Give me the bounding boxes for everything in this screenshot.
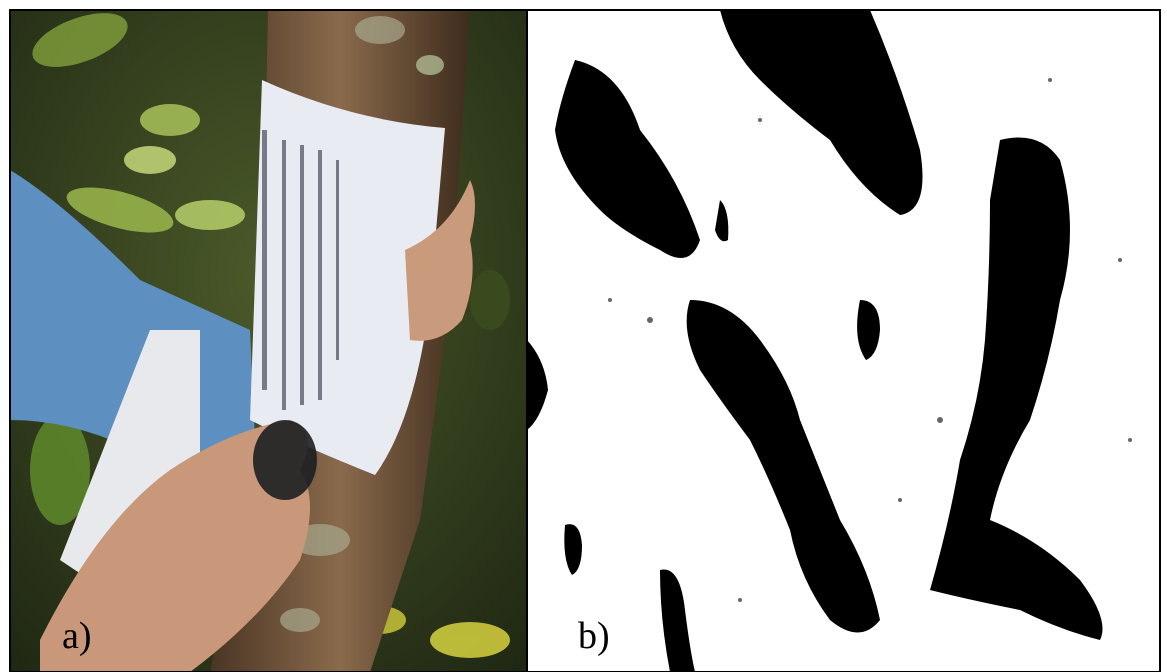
left-hand <box>40 420 310 672</box>
photo-panel: a) <box>10 10 527 672</box>
panel-label: a) <box>62 615 92 657</box>
frame <box>9 9 1161 672</box>
paper <box>250 80 445 475</box>
panel-label: b) <box>578 615 610 657</box>
crayon <box>253 420 317 500</box>
binary-panel: b) <box>527 10 1160 672</box>
paper-marks <box>262 130 339 410</box>
right-hand <box>405 180 475 341</box>
dark-blobs <box>527 10 1103 672</box>
speckles <box>608 78 1132 602</box>
